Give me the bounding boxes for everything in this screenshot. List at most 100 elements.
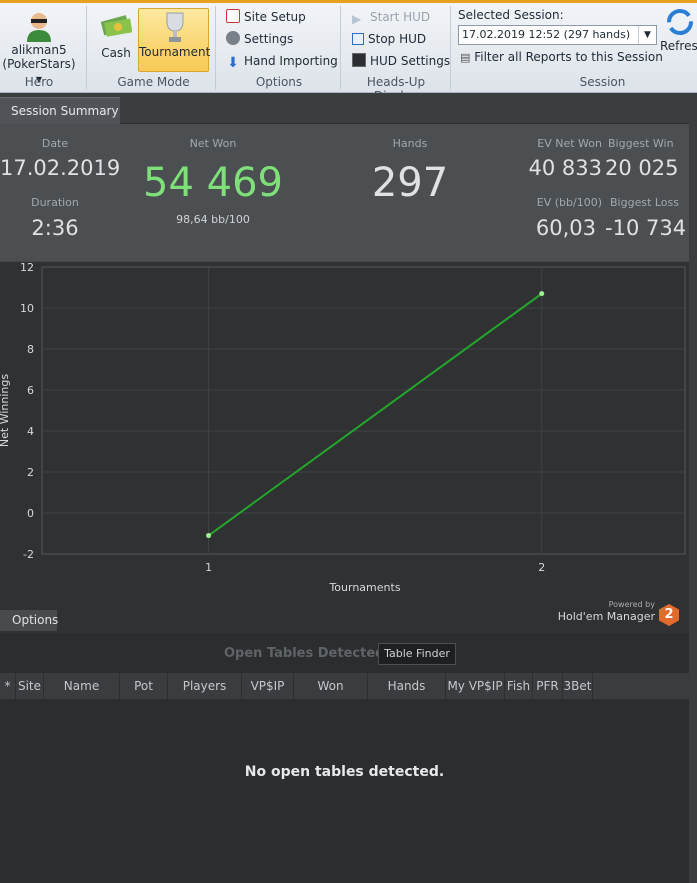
cash-icon	[100, 15, 133, 37]
y-tick-label: -2	[23, 548, 34, 561]
column-header-vp-ip[interactable]: VP$IP	[242, 673, 294, 699]
powered-by-text: Powered by	[608, 600, 655, 609]
column-header-name[interactable]: Name	[44, 673, 120, 699]
data-point	[539, 291, 545, 297]
hud-settings-label: HUD Settings	[370, 54, 451, 68]
group-label-hero: Hero	[24, 75, 54, 89]
site-setup-button[interactable]: Site Setup	[226, 7, 306, 27]
net-won-value: 54 469	[143, 160, 283, 206]
import-arrow-icon: ⬇	[227, 55, 239, 71]
holdem-manager-logo: Powered by Hold'em Manager 2	[555, 600, 685, 628]
ev-bb100-value: 60,03	[535, 216, 596, 240]
gear-icon	[226, 31, 240, 45]
hand-importing-button[interactable]: ⬇ Hand Importing	[226, 51, 338, 71]
cash-label: Cash	[101, 46, 131, 60]
start-hud-button[interactable]: ▶ Start HUD	[352, 7, 430, 27]
empty-tables-message: No open tables detected.	[244, 764, 445, 780]
net-won-label: Net Won	[189, 137, 237, 150]
stop-icon	[352, 33, 364, 45]
hero-username: alikman5	[11, 43, 67, 57]
table-finder-button[interactable]: Table Finder	[378, 643, 456, 665]
divider	[340, 6, 341, 90]
refresh-label: Refresh	[660, 39, 697, 53]
biggest-win-value: 20 025	[605, 156, 679, 180]
plot-area	[41, 266, 686, 555]
duration-value: 2:36	[31, 216, 79, 240]
divider	[450, 6, 451, 90]
stop-hud-button[interactable]: Stop HUD	[352, 29, 426, 49]
ev-net-won-value: 40 833	[528, 156, 602, 180]
avatar-icon	[27, 13, 51, 42]
column-header-players[interactable]: Players	[168, 673, 242, 699]
filter-reports-label: Filter all Reports to this Session	[474, 50, 663, 64]
group-label-session: Session	[579, 75, 626, 89]
date-label: Date	[41, 137, 69, 150]
x-tick-label: 1	[205, 561, 212, 574]
filter-reports-button[interactable]: ▤ Filter all Reports to this Session	[460, 50, 663, 64]
ribbon-toolbar: alikman5 (PokerStars) ▼ Hero Cash Tourna…	[0, 0, 697, 103]
column-header-[interactable]: *	[0, 673, 16, 699]
tab-session-summary[interactable]: Session Summary	[0, 97, 120, 124]
column-header-my-vp-ip[interactable]: My VP$IP	[446, 673, 505, 699]
selected-session-label: Selected Session:	[458, 8, 564, 22]
cards-icon	[226, 9, 240, 23]
hand-importing-label: Hand Importing	[244, 54, 338, 68]
y-tick-label: 10	[20, 302, 34, 315]
refresh-icon	[667, 9, 693, 35]
y-tick-label: 4	[27, 425, 34, 438]
tournament-button[interactable]: Tournament	[138, 8, 211, 72]
data-point	[206, 533, 212, 539]
hud-settings-button[interactable]: HUD Settings	[352, 51, 450, 71]
group-label-game-mode: Game Mode	[117, 75, 190, 89]
title-strip	[0, 0, 697, 3]
open-tables-header	[0, 673, 689, 699]
y-tick-label: 8	[27, 343, 34, 356]
refresh-button[interactable]: Refresh	[660, 8, 697, 53]
date-value: 17.02.2019	[0, 156, 121, 180]
y-tick-label: 6	[27, 384, 34, 397]
trophy-icon	[166, 12, 184, 42]
vertical-scrollbar[interactable]	[689, 93, 697, 883]
site-setup-label: Site Setup	[244, 10, 306, 24]
column-header-3bet[interactable]: 3Bet	[563, 673, 593, 699]
settings-button[interactable]: Settings	[226, 29, 293, 49]
hud-grid-icon	[352, 53, 366, 67]
logo-name: Hold'em Manager	[557, 610, 655, 623]
y-axis-label: Net Winnings	[0, 374, 11, 447]
stop-hud-label: Stop HUD	[368, 32, 427, 46]
hero-site: (PokerStars)	[2, 57, 76, 71]
ev-net-won-label: EV Net Won	[537, 137, 602, 150]
hands-value: 297	[371, 160, 449, 206]
settings-label: Settings	[244, 32, 294, 46]
session-select-value: 17.02.2019 12:52 (297 hands)	[462, 28, 631, 41]
tournament-label: Tournament	[139, 45, 211, 59]
cash-button[interactable]: Cash	[96, 10, 136, 60]
column-header-fish[interactable]: Fish	[505, 673, 533, 699]
column-header-site[interactable]: Site	[16, 673, 44, 699]
net-winnings-line	[207, 292, 543, 537]
y-tick-label: 0	[27, 507, 34, 520]
x-tick-label: 2	[538, 561, 545, 574]
chevron-down-icon[interactable]: ▼	[638, 26, 656, 44]
column-header-pot[interactable]: Pot	[120, 673, 168, 699]
bb100-value: 98,64 bb/100	[176, 213, 250, 226]
y-tick-label: 12	[20, 262, 34, 274]
x-axis-label: Tournaments	[328, 581, 400, 594]
chevron-down-icon: ▼	[35, 75, 43, 84]
session-summary-panel: Date 17.02.2019 Duration 2:36 Net Won 54…	[0, 124, 689, 261]
column-header-hands[interactable]: Hands	[368, 673, 446, 699]
column-header-won[interactable]: Won	[294, 673, 368, 699]
hands-label: Hands	[392, 137, 428, 150]
open-tables-title: Open Tables Detected	[224, 646, 385, 661]
options-button[interactable]: Options	[0, 610, 58, 631]
logo-badge: 2	[659, 604, 679, 626]
session-select[interactable]: 17.02.2019 12:52 (297 hands) ▼	[458, 25, 657, 45]
filter-icon: ▤	[460, 51, 471, 64]
column-header-pfr[interactable]: PFR	[533, 673, 563, 699]
y-tick-label: 2	[27, 466, 34, 479]
biggest-win-label: Biggest Win	[608, 137, 674, 150]
ev-bb100-label: EV (bb/100)	[536, 196, 602, 209]
biggest-loss-value: -10 734	[605, 216, 687, 240]
duration-label: Duration	[31, 196, 79, 209]
